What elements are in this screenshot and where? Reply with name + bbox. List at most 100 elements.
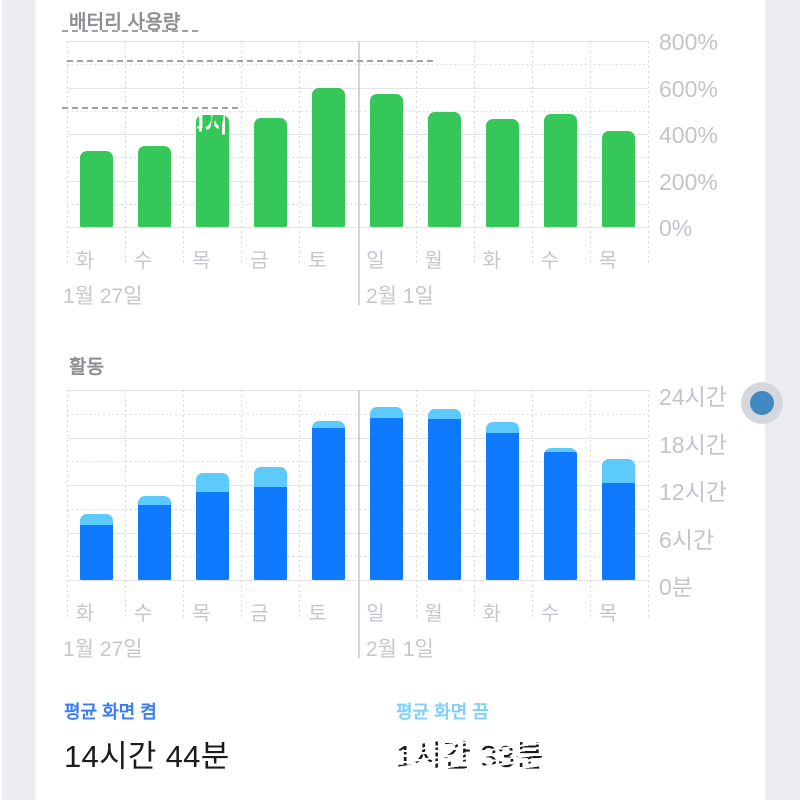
minor-gridline xyxy=(67,157,648,159)
day-separator-line xyxy=(299,41,300,265)
day-separator-line xyxy=(241,390,242,618)
x-axis-label-화: 화 xyxy=(482,603,501,625)
avg-screen-off-stat: 평균 화면 끔 1시간 33분 xyxy=(396,690,544,776)
day-separator-line xyxy=(125,390,126,618)
glitch-ghost-text-clip: 24시간 xyxy=(180,105,238,135)
x-axis-label-토: 토 xyxy=(308,250,327,272)
day-separator-line xyxy=(183,41,184,265)
day-separator-line xyxy=(474,390,475,618)
x-axis-label-일: 일 xyxy=(366,250,385,272)
activity-bar-토[interactable] xyxy=(311,420,345,580)
battery-usage-chart: 배터리 사용량 화 수 목 금 토 일 월 화 수 목 1월 27일 2월 1일 800% 600% 400… xyxy=(0,0,800,330)
battery-bar-화[interactable] xyxy=(486,118,520,227)
glitch-dashed-line xyxy=(62,107,240,109)
x-axis-label-월: 월 xyxy=(424,250,443,272)
activity-chart: 활동 화 수 목 금 토 일 월 화 수 목 1월 27일 2월 1일 24시간 18시간 12시간 6시간 0… xyxy=(0,345,800,680)
avg-screen-off-label: 평균 화면 끔 xyxy=(396,702,489,722)
major-gridline xyxy=(67,437,648,439)
x-axis-label-수: 수 xyxy=(133,250,153,272)
x-axis-label-목: 목 xyxy=(191,250,211,272)
activity-bar-월[interactable] xyxy=(428,409,462,580)
screen-on-segment xyxy=(137,504,171,580)
activity-bar-금[interactable] xyxy=(253,466,287,580)
x-axis-label-일: 일 xyxy=(366,603,385,625)
screen-on-segment xyxy=(79,525,113,580)
screen-on-segment xyxy=(486,432,520,580)
avg-screen-on-label: 평균 화면 켬 xyxy=(64,702,157,722)
battery-bar-목[interactable] xyxy=(195,115,229,227)
screen-on-segment xyxy=(544,451,578,580)
day-separator-line xyxy=(532,390,533,618)
y-axis-tick-label: 800% xyxy=(659,29,718,55)
minor-gridline xyxy=(67,64,648,66)
day-separator-line xyxy=(67,41,68,265)
glitch-dashed-line xyxy=(67,60,437,62)
major-gridline xyxy=(67,532,648,534)
major-gridline xyxy=(67,485,648,486)
x-axis-label-수: 수 xyxy=(540,250,559,272)
day-separator-line xyxy=(67,390,68,618)
day-separator-line xyxy=(241,41,242,265)
screen-on-segment xyxy=(602,482,636,580)
y-axis-tick-label: 400% xyxy=(659,122,718,148)
battery-bar-토[interactable] xyxy=(311,87,345,227)
screen-on-segment xyxy=(370,417,403,580)
averages-footer: 평균 화면 켬 14시간 44분 평균 화면 끔 1시간 33분 xyxy=(0,690,800,800)
major-gridline xyxy=(67,87,648,89)
battery-bar-금[interactable] xyxy=(253,117,287,227)
activity-bar-화[interactable] xyxy=(79,514,113,580)
x-axis-label-화: 화 xyxy=(482,250,501,272)
glitch-ghost-text: 24시간 xyxy=(180,110,238,135)
day-separator-line xyxy=(532,41,533,265)
day-separator-line xyxy=(648,390,649,618)
y-axis-tick-label: 0% xyxy=(659,215,693,241)
battery-bar-목[interactable] xyxy=(602,130,636,227)
major-gridline xyxy=(67,227,648,228)
battery-bar-수[interactable] xyxy=(544,114,578,227)
x-axis-label-목: 목 xyxy=(598,250,618,272)
battery-bar-화[interactable] xyxy=(79,151,113,227)
minor-gridline xyxy=(67,203,648,205)
battery-bar-수[interactable] xyxy=(137,145,171,227)
day-separator-line xyxy=(416,390,417,618)
screen-on-segment xyxy=(195,492,229,580)
minor-gridline xyxy=(67,413,648,415)
y-axis-tick-label: 12시간 xyxy=(659,479,727,505)
y-axis-tick-label: 200% xyxy=(659,168,718,195)
glitch-dashed-line xyxy=(62,30,202,32)
date-marker: 1월 27일 xyxy=(63,638,143,661)
week-separator-line xyxy=(358,390,360,658)
activity-bar-목[interactable] xyxy=(195,473,229,580)
major-gridline xyxy=(67,134,648,135)
day-separator-line xyxy=(299,390,300,618)
major-gridline xyxy=(67,390,648,391)
date-marker: 2월 1일 xyxy=(366,285,434,308)
x-axis-label-수: 수 xyxy=(133,603,153,625)
activity-bar-수[interactable] xyxy=(544,447,578,580)
left-margin-strip xyxy=(2,0,35,800)
y-axis-tick-label: 6시간 xyxy=(659,526,715,553)
x-axis-label-금: 금 xyxy=(250,603,269,625)
y-axis-tick-label: 18시간 xyxy=(659,431,727,458)
battery-plot-area[interactable]: 화 수 목 금 토 일 월 화 수 목 1월 27일 2월 1일 800% 600% 400% 200% 0% xyxy=(63,29,718,308)
x-axis-label-금: 금 xyxy=(250,250,269,272)
activity-bar-목[interactable] xyxy=(602,458,636,580)
date-marker: 2월 1일 xyxy=(366,638,434,661)
y-axis-tick-label: 0분 xyxy=(659,574,693,600)
chart-scrubber-handle[interactable] xyxy=(741,382,783,424)
x-axis-label-월: 월 xyxy=(424,603,443,625)
activity-bar-일[interactable] xyxy=(370,406,403,580)
minor-gridline xyxy=(67,556,648,558)
battery-bar-월[interactable] xyxy=(428,111,462,227)
day-separator-line xyxy=(590,41,591,265)
major-gridline xyxy=(67,180,648,182)
day-separator-line xyxy=(183,390,184,618)
day-separator-line xyxy=(416,41,417,265)
battery-bar-일[interactable] xyxy=(370,94,403,227)
activity-plot-area[interactable]: 화 수 목 금 토 일 월 화 수 목 1월 27일 2월 1일 24시간 18시간 12시간 6시간 0분 xyxy=(63,384,727,661)
x-axis-label-목: 목 xyxy=(598,603,618,625)
x-axis-label-토: 토 xyxy=(308,603,327,625)
screen-on-segment xyxy=(311,428,345,580)
activity-bar-수[interactable] xyxy=(137,496,171,580)
activity-bar-화[interactable] xyxy=(486,421,520,580)
